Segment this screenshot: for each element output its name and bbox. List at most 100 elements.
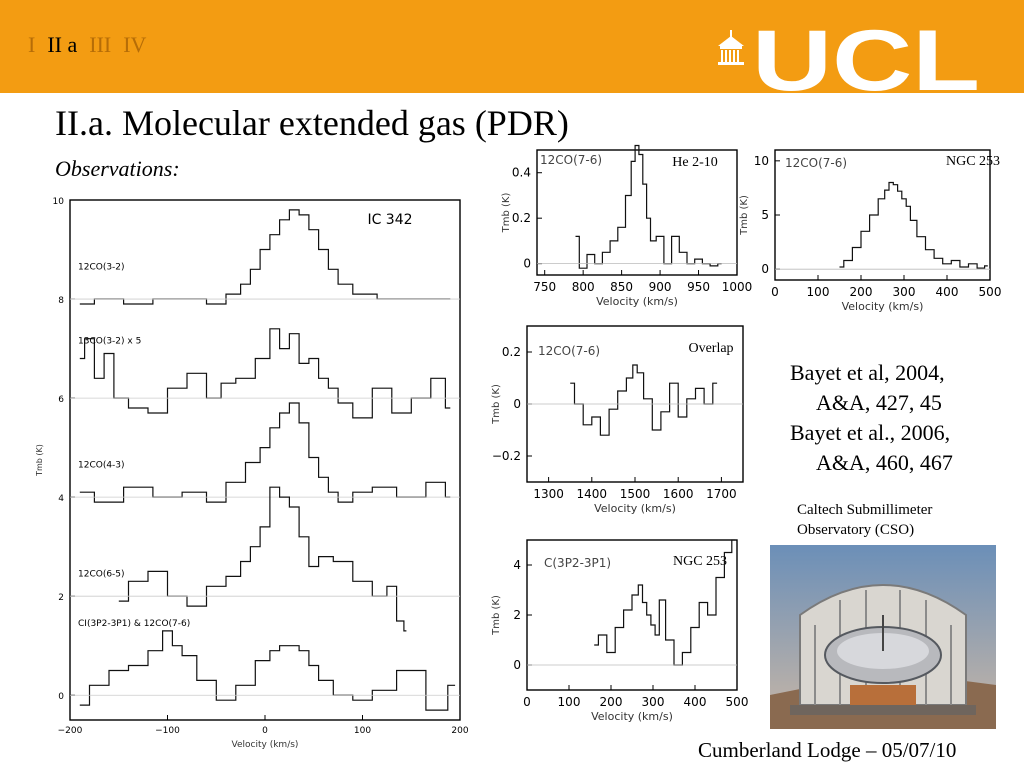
y-axis-label: Tmb (K) <box>501 193 512 234</box>
x-tick-label: 200 <box>850 285 873 299</box>
y-axis-label: Tmb (K) <box>491 595 502 636</box>
x-axis-label: Velocity (km/s) <box>594 502 676 515</box>
x-tick-label: 200 <box>451 726 468 736</box>
series-line <box>118 486 407 632</box>
portico-icon <box>718 30 744 65</box>
svg-text:UCL: UCL <box>752 20 980 92</box>
x-tick-label: 0 <box>771 285 779 299</box>
y-axis-label: Tmb (K) <box>739 195 750 236</box>
y-tick-label: 2 <box>513 608 521 622</box>
series-line <box>570 364 718 436</box>
plot-frame <box>69 199 461 721</box>
section-nav: I II a III IV <box>28 32 146 58</box>
series-line <box>79 402 451 503</box>
x-tick-label: 300 <box>893 285 916 299</box>
chart-title: Overlap <box>688 341 733 356</box>
x-tick-label: 100 <box>807 285 830 299</box>
x-tick-label: 0 <box>262 726 268 736</box>
footer-text: Cumberland Lodge – 05/07/10 <box>698 738 957 762</box>
series-line <box>839 181 988 269</box>
caption-line-2: Observatory (CSO) <box>797 522 915 538</box>
nav-item-3[interactable]: III <box>89 32 112 57</box>
reference-2-line1: Bayet et al., 2006, <box>790 420 951 445</box>
reference-1-line1: Bayet et al, 2004, <box>790 360 945 385</box>
cso-telescope-photo <box>770 545 996 729</box>
x-tick-label: 300 <box>642 695 665 709</box>
x-tick-label: 500 <box>979 285 1002 299</box>
series-label: 13CO(3-2) x 5 <box>78 337 141 347</box>
nav-item-2[interactable]: II a <box>47 32 78 57</box>
x-tick-label: 950 <box>687 280 710 294</box>
slide-title: II.a. Molecular extended gas (PDR) <box>55 103 569 143</box>
series-label: 12CO(4-3) <box>78 460 125 470</box>
y-axis-label: Tmb (K) <box>491 384 502 425</box>
x-tick-label: 400 <box>936 285 959 299</box>
ic342-chart: −200 −100 0 100 200 0 2 4 6 8 10 Velocity (km/s) Tmb… <box>35 197 469 750</box>
y-tick-label: 6 <box>58 395 64 405</box>
chart-title: NGC 253 <box>673 554 727 569</box>
x-tick-label: 1300 <box>533 487 564 501</box>
y-tick-label: 8 <box>58 296 64 306</box>
y-tick-label: 10 <box>754 154 769 168</box>
x-tick-label: 1600 <box>663 487 694 501</box>
ngc253-co-chart: 0 100 200 300 400 500 0 5 10 Velocity (km/s) Tmb (… <box>739 149 1002 313</box>
y-tick-label: 4 <box>513 558 521 572</box>
photo-caption: Caltech Submillimeter Observatory (CSO) <box>797 500 932 540</box>
y-tick-label: 0 <box>513 397 521 411</box>
x-tick-label: 0 <box>523 695 531 709</box>
y-tick-label: 0.2 <box>512 211 531 225</box>
y-tick-label: 10 <box>53 197 65 207</box>
y-tick-label: 0.4 <box>512 166 531 180</box>
x-tick-label: 1000 <box>722 280 753 294</box>
x-axis-label: Velocity (km/s) <box>596 295 678 308</box>
series-line <box>594 539 735 666</box>
y-tick-label: 0.2 <box>502 345 521 359</box>
series-label: 12CO(3-2) <box>78 262 125 272</box>
line-label: 12CO(7-6) <box>540 153 602 167</box>
plot-frame <box>536 149 738 276</box>
ucl-logo: UCL <box>718 20 980 92</box>
x-tick-label: 900 <box>649 280 672 294</box>
x-tick-label: 500 <box>726 695 749 709</box>
x-tick-label: 1500 <box>620 487 651 501</box>
x-axis-label: Velocity (km/s) <box>232 740 299 750</box>
x-axis-label: Velocity (km/s) <box>591 710 673 723</box>
y-tick-label: 4 <box>58 494 64 504</box>
slide-subtitle: Observations: <box>55 156 180 181</box>
x-tick-label: −200 <box>58 726 83 736</box>
y-tick-label: 0 <box>761 262 769 276</box>
line-label: 12CO(7-6) <box>785 156 847 170</box>
chart-title: He 2-10 <box>672 155 718 170</box>
nav-item-4[interactable]: IV <box>123 32 147 57</box>
y-tick-label: 0 <box>523 257 531 271</box>
reference-2-line2: A&A, 460, 467 <box>816 450 953 475</box>
line-label: C(3P2-3P1) <box>544 556 611 570</box>
y-tick-label: 0 <box>58 692 64 702</box>
y-tick-label: 5 <box>761 208 769 222</box>
nav-item-1[interactable]: I <box>28 32 36 57</box>
x-tick-label: 750 <box>533 280 556 294</box>
x-tick-label: 200 <box>600 695 623 709</box>
he210-chart: 750 800 850 900 950 1000 0 0.2 0.4 Velocity (km/s… <box>501 144 752 308</box>
x-tick-label: 850 <box>610 280 633 294</box>
chart-title: NGC 253 <box>946 154 1000 169</box>
y-tick-label: −0.2 <box>492 449 521 463</box>
x-tick-label: 400 <box>684 695 707 709</box>
y-tick-label: 0 <box>513 658 521 672</box>
line-label: 12CO(7-6) <box>538 344 600 358</box>
x-tick-label: 1700 <box>706 487 737 501</box>
overlap-chart: 1300 1400 1500 1600 1700 −0.2 0 0.2 Velocity (km… <box>491 325 744 515</box>
series-label: 12CO(6-5) <box>78 569 125 579</box>
series-label: CI(3P2-3P1) & 12CO(7-6) <box>78 619 190 629</box>
x-tick-label: 1400 <box>577 487 608 501</box>
chart-title: IC 342 <box>367 212 412 228</box>
ngc253-ci-chart: 0 100 200 300 400 500 0 2 4 Velocity (km/s) Tmb (K… <box>491 539 749 723</box>
header-bar <box>0 0 1024 93</box>
x-tick-label: 800 <box>572 280 595 294</box>
series-line <box>79 630 456 711</box>
references: Bayet et al, 2004, A&A, 427, 45 Bayet et… <box>790 358 953 478</box>
x-tick-label: −100 <box>155 726 180 736</box>
x-tick-label: 100 <box>558 695 581 709</box>
reference-1-line2: A&A, 427, 45 <box>816 390 942 415</box>
x-axis-label: Velocity (km/s) <box>842 300 924 313</box>
